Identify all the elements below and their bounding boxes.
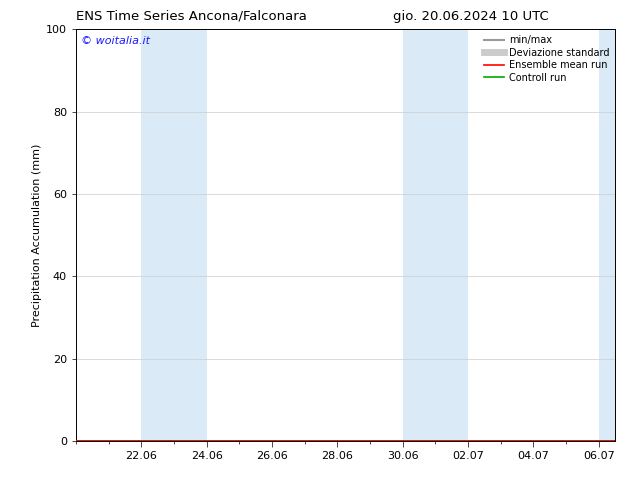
Bar	[403, 29, 468, 441]
Bar	[141, 29, 207, 441]
Text: ENS Time Series Ancona/Falconara: ENS Time Series Ancona/Falconara	[76, 10, 307, 23]
Legend: min/max, Deviazione standard, Ensemble mean run, Controll run: min/max, Deviazione standard, Ensemble m…	[481, 31, 613, 86]
Text: © woitalia.it: © woitalia.it	[81, 36, 150, 46]
Y-axis label: Precipitation Accumulation (mm): Precipitation Accumulation (mm)	[32, 144, 42, 327]
Bar	[598, 29, 615, 441]
Text: gio. 20.06.2024 10 UTC: gio. 20.06.2024 10 UTC	[393, 10, 549, 23]
